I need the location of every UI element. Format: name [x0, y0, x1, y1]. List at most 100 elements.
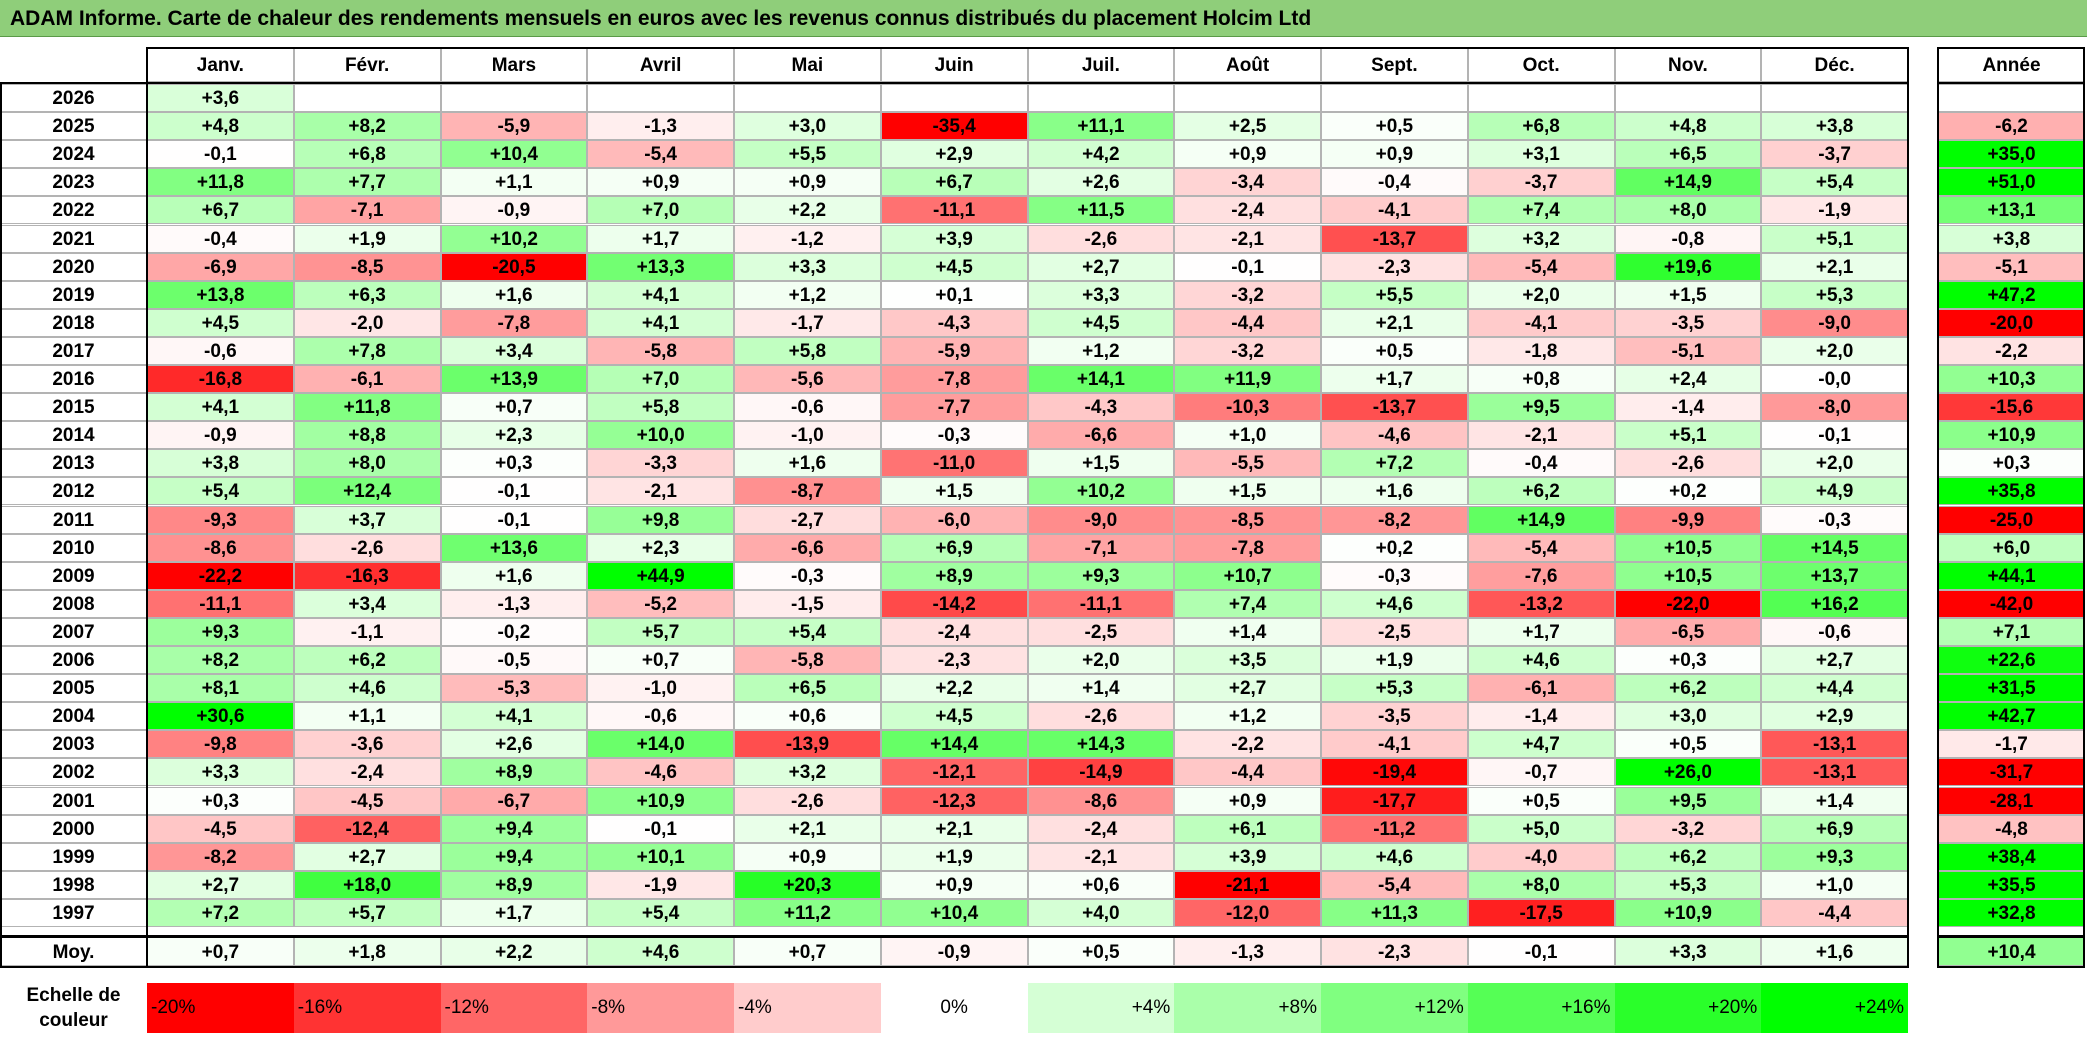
- heatmap-cell: +6,2: [1467, 477, 1615, 506]
- month-header: Avril: [587, 47, 734, 82]
- heatmap-cell: +2,7: [1174, 674, 1321, 703]
- heatmap-cell: +1,6: [440, 280, 588, 309]
- heatmap-cell: -12,0: [1174, 898, 1321, 927]
- heatmap-cell: +6,7: [147, 196, 294, 225]
- heatmap-cell: +11,5: [1027, 196, 1175, 225]
- annual-average-top-border: [1938, 935, 2085, 938]
- heatmap-cell: -5,8: [587, 336, 734, 365]
- heatmap-cell: +5,4: [587, 898, 734, 927]
- heatmap-cell: -3,2: [1174, 336, 1321, 365]
- heatmap-cell: -0,9: [147, 421, 294, 450]
- heatmap-cell: +0,3: [147, 786, 294, 815]
- annual-cell: -28,1: [1938, 786, 2085, 815]
- month-header: Mars: [440, 47, 588, 82]
- heatmap-cell: +3,6: [147, 84, 294, 113]
- heatmap-cell: -1,0: [587, 674, 734, 703]
- heatmap-cell: -5,9: [880, 336, 1028, 365]
- heatmap-cell: +2,3: [587, 533, 734, 562]
- year-label: 2001: [0, 786, 147, 815]
- year-label: 2009: [0, 561, 147, 590]
- heatmap-cell: -4,1: [1321, 730, 1468, 759]
- heatmap-cell: -6,5: [1614, 617, 1762, 646]
- heatmap-cell: -1,4: [1467, 702, 1615, 731]
- heatmap-cell: +0,9: [734, 168, 881, 197]
- heatmap-cell: [1321, 84, 1468, 113]
- heatmap-cell: +20,3: [734, 870, 881, 899]
- heatmap-cell: -17,7: [1321, 786, 1468, 815]
- year-label: 2004: [0, 702, 147, 731]
- month-header: Sept.: [1321, 47, 1468, 82]
- annual-cell: +0,3: [1938, 449, 2085, 478]
- heatmap-cell: +10,4: [440, 140, 588, 169]
- heatmap-cell: -6,7: [440, 786, 588, 815]
- heatmap-cell: -13,9: [734, 730, 881, 759]
- heatmap-cell: -7,6: [1467, 561, 1615, 590]
- heatmap-cell: -3,2: [1174, 280, 1321, 309]
- annual-cell: +13,1: [1938, 196, 2085, 225]
- heatmap-cell: -1,9: [587, 870, 734, 899]
- annual-cell: +47,2: [1938, 280, 2085, 309]
- header-bottom-border: [0, 82, 1908, 84]
- heatmap-cell: +4,4: [1761, 674, 1908, 703]
- heatmap-cell: +0,5: [1614, 730, 1762, 759]
- heatmap-cell: +5,7: [587, 617, 734, 646]
- heatmap-cell: +44,9: [587, 561, 734, 590]
- heatmap-cell: +5,1: [1614, 421, 1762, 450]
- heatmap-cell: -4,4: [1761, 898, 1908, 927]
- heatmap-cell: -20,5: [440, 252, 588, 281]
- heatmap-cell: -6,0: [880, 505, 1028, 534]
- year-label: 2008: [0, 589, 147, 618]
- average-cell: -0,9: [880, 937, 1028, 966]
- heatmap-cell: +3,9: [880, 224, 1028, 253]
- heatmap-cell: +7,2: [147, 898, 294, 927]
- annual-cell: +22,6: [1938, 646, 2085, 675]
- heatmap-cell: -5,1: [1614, 336, 1762, 365]
- heatmap-cell: +6,2: [1614, 842, 1762, 871]
- average-cell: -0,1: [1467, 937, 1615, 966]
- heatmap-cell: +6,3: [293, 280, 441, 309]
- heatmap-cell: +1,7: [1467, 617, 1615, 646]
- heatmap-cell: +0,5: [1321, 112, 1468, 141]
- heatmap-cell: +0,2: [1614, 477, 1762, 506]
- annual-cell: -4,8: [1938, 814, 2085, 843]
- heatmap-cell: +2,6: [440, 730, 588, 759]
- average-cell: +0,7: [734, 937, 881, 966]
- year-label: 2019: [0, 280, 147, 309]
- heatmap-cell: [440, 84, 588, 113]
- heatmap-cell: -4,4: [1174, 308, 1321, 337]
- heatmap-cell: -2,6: [734, 786, 881, 815]
- heatmap-cell: -2,6: [293, 533, 441, 562]
- annual-cell: -2,2: [1938, 336, 2085, 365]
- year-label: 2025: [0, 112, 147, 141]
- heatmap-cell: [293, 84, 441, 113]
- heatmap-cell: +0,3: [440, 449, 588, 478]
- heatmap-cell: -8,2: [1321, 505, 1468, 534]
- heatmap-cell: +5,3: [1321, 674, 1468, 703]
- heatmap-cell: -0,1: [147, 140, 294, 169]
- heatmap-cell: -2,5: [1027, 617, 1175, 646]
- heatmap-cell: +3,3: [147, 758, 294, 787]
- heatmap-cell: -14,9: [1027, 758, 1175, 787]
- heatmap-cell: -4,3: [880, 308, 1028, 337]
- heatmap-cell: +0,7: [587, 646, 734, 675]
- heatmap-cell: -5,9: [440, 112, 588, 141]
- average-cell: +1,8: [293, 937, 441, 966]
- heatmap-cell: +3,9: [1174, 842, 1321, 871]
- heatmap-cell: +4,2: [1027, 140, 1175, 169]
- heatmap-cell: +9,5: [1614, 786, 1762, 815]
- heatmap-cell: -3,4: [1174, 168, 1321, 197]
- heatmap-cell: +2,3: [440, 421, 588, 450]
- heatmap-cell: -11,2: [1321, 814, 1468, 843]
- heatmap-cell: +7,7: [293, 168, 441, 197]
- heatmap-cell: -7,7: [880, 393, 1028, 422]
- heatmap-cell: -8,0: [1761, 393, 1908, 422]
- heatmap-cell: +2,6: [1027, 168, 1175, 197]
- heatmap-cell: -0,8: [1614, 224, 1762, 253]
- heatmap-cell: +10,7: [1174, 561, 1321, 590]
- year-label: 2018: [0, 308, 147, 337]
- heatmap-cell: +0,9: [734, 842, 881, 871]
- heatmap-cell: +3,2: [1467, 224, 1615, 253]
- annual-cell: +10,9: [1938, 421, 2085, 450]
- heatmap-cell: +4,1: [587, 308, 734, 337]
- heatmap-cell: +1,0: [1174, 421, 1321, 450]
